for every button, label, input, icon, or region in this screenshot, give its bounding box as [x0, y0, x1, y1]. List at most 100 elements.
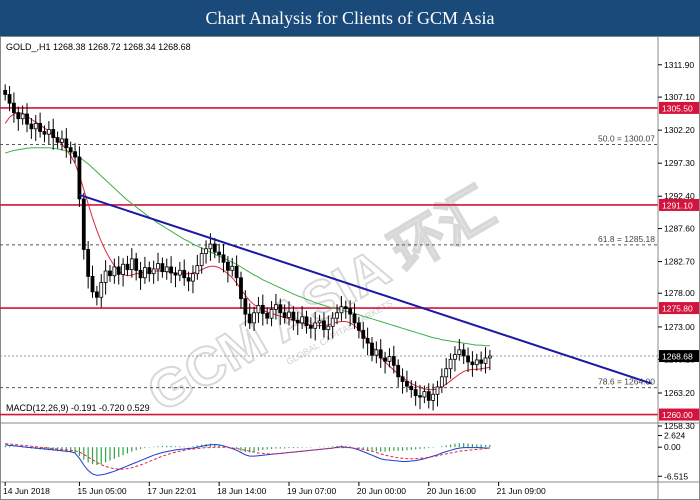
candle-body	[474, 359, 479, 366]
candle-body	[243, 298, 248, 315]
price-tick-label: 1278.00	[664, 288, 695, 298]
candle-body	[217, 251, 222, 256]
fibonacci-label: 50.0 = 1300.07	[598, 134, 655, 144]
candle-body	[195, 265, 200, 275]
price-chart: GCM ASIA 环汇 GLOBAL CAPITAL MARKETS 50.0 …	[0, 36, 700, 500]
candle-body	[3, 89, 8, 95]
candle-body	[256, 304, 261, 314]
candle-body	[291, 311, 296, 321]
candle-body	[378, 349, 383, 359]
fibonacci-label: 61.8 = 1285.18	[598, 234, 655, 244]
candle-body	[134, 258, 139, 271]
level-tag	[659, 408, 699, 421]
candle-body	[435, 386, 440, 395]
candle-body	[234, 265, 239, 279]
candle-body	[352, 313, 357, 324]
fibonacci-label: 78.6 = 1264.00	[598, 377, 655, 387]
candle-body	[269, 309, 274, 319]
candle-body	[322, 320, 326, 331]
candle-body	[365, 337, 370, 344]
candle-body	[339, 306, 344, 314]
candle-body	[282, 312, 287, 318]
macd-tick-label: -6.515	[664, 471, 688, 481]
symbol-ohlc-line: GOLD_,H1 1268.38 1268.72 1268.34 1268.68	[6, 42, 191, 52]
price-tick-label: 1311.90	[664, 60, 694, 70]
candle-body	[29, 123, 34, 130]
candle-body	[90, 275, 95, 293]
price-tick-label: 1307.10	[664, 92, 695, 102]
time-tick-label: 15 Jun 05:00	[77, 486, 126, 496]
candle-body	[466, 355, 470, 363]
candle-body	[143, 267, 147, 279]
candle-body	[68, 147, 73, 153]
candle-body	[138, 269, 143, 279]
candle-body	[426, 391, 431, 401]
candle-body	[208, 243, 213, 250]
candle-body	[77, 156, 82, 200]
candle-body	[431, 393, 436, 401]
candle-body	[300, 316, 305, 324]
candle-body	[483, 357, 488, 364]
level-tag-label: 1260.00	[662, 410, 693, 420]
price-tick-label: 1273.00	[664, 322, 695, 332]
candle-body	[81, 198, 86, 250]
current-price-tag	[659, 350, 699, 363]
axis-layer: 1311.90 1307.10 1302.20 1297.30 1292.40 1287.…	[0, 36, 700, 500]
macd-signal-line	[5, 443, 490, 470]
candle-body	[204, 248, 208, 254]
level-tag-label: 1275.80	[662, 304, 693, 314]
candle-body	[317, 320, 322, 324]
macd-label: MACD(12,26,9) -0.191 -0.720 0.529	[6, 403, 150, 413]
level-tag-label: 1291.10	[662, 200, 693, 210]
price-tick-label: 1302.20	[664, 125, 695, 135]
macd-main-line	[5, 443, 490, 476]
candle-body	[247, 313, 252, 324]
candle-body	[383, 357, 387, 362]
candle-body	[186, 277, 191, 282]
title-bar: Chart Analysis for Clients of GCM Asia	[0, 0, 700, 36]
candle-body	[356, 322, 361, 331]
candle-body	[125, 263, 130, 271]
candle-body	[343, 306, 348, 310]
time-tick-label: 21 Jun 09:00	[497, 486, 546, 496]
candle-body	[73, 151, 77, 158]
candle-body	[112, 266, 117, 277]
candle-body	[221, 254, 226, 263]
candle-body	[370, 342, 374, 356]
candle-body	[304, 316, 309, 326]
candle-body	[182, 269, 187, 279]
level-tag	[659, 302, 699, 315]
candle-body	[274, 304, 278, 310]
price-pane: 50.0 = 1300.07 61.8 = 1285.18 78.6 = 1264.…	[0, 84, 658, 416]
time-tick-label: 14 Jun 2018	[3, 486, 50, 496]
macd-tick-label: 2.624	[664, 430, 686, 440]
candle-body	[335, 312, 339, 319]
candle-body	[55, 137, 60, 143]
candle-body	[348, 308, 353, 315]
candle-body	[99, 282, 104, 298]
price-tick-label: 1282.70	[664, 257, 695, 267]
candle-body	[252, 312, 256, 324]
candle-body	[287, 311, 291, 318]
candle-body	[64, 138, 69, 149]
candle-body	[108, 270, 112, 277]
level-tag-label: 1305.50	[662, 103, 693, 113]
candle-body	[160, 263, 165, 273]
candle-body	[225, 261, 230, 271]
candle-body	[20, 113, 25, 120]
candle-body	[326, 325, 331, 331]
candle-body	[313, 322, 318, 329]
candle-body	[173, 272, 178, 276]
level-tag	[659, 101, 699, 114]
candle-body	[177, 269, 182, 276]
time-tick-label: 17 Jun 22:01	[147, 486, 196, 496]
candle-body	[487, 355, 492, 359]
candle-body	[86, 249, 91, 277]
candle-body	[418, 395, 422, 398]
candle-body	[25, 113, 29, 125]
price-tick-label: 1292.40	[664, 191, 695, 201]
candle-body	[94, 291, 99, 298]
candle-body	[400, 376, 405, 382]
candle-body	[121, 263, 125, 275]
candle-body	[295, 319, 300, 324]
